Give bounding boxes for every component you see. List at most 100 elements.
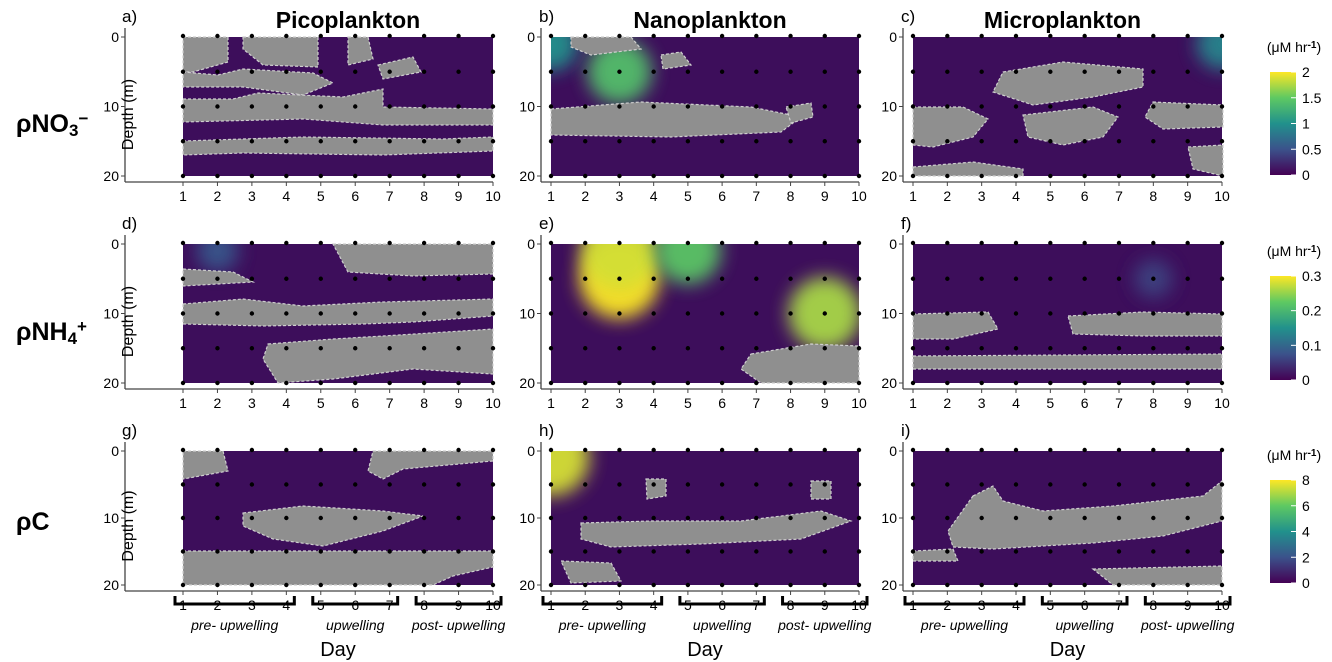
sample-dot bbox=[1048, 447, 1053, 453]
sample-dot bbox=[548, 582, 554, 588]
sample-dot bbox=[180, 380, 186, 386]
sample-dot bbox=[754, 311, 759, 316]
sample-dot bbox=[1082, 276, 1087, 281]
sample-dot bbox=[456, 582, 461, 588]
sample-dot bbox=[651, 380, 656, 386]
sample-dot bbox=[583, 173, 588, 179]
sample-dot bbox=[284, 549, 289, 554]
sample-dot bbox=[617, 582, 622, 588]
sample-dot bbox=[353, 582, 358, 588]
sample-dots bbox=[180, 240, 496, 386]
sample-dot bbox=[685, 582, 691, 588]
panel-letter-c): c) bbox=[901, 7, 915, 26]
sample-dot bbox=[180, 346, 186, 351]
panel-letter-i): i) bbox=[901, 421, 910, 440]
sample-dot bbox=[215, 447, 220, 453]
y-tick-label: 10 bbox=[103, 510, 119, 526]
sample-dot bbox=[1151, 69, 1156, 74]
colorbar-unit: (μM hr-1) bbox=[1267, 243, 1321, 259]
sample-dot bbox=[421, 276, 427, 281]
colorbar-tick-label: 0 bbox=[1302, 167, 1310, 183]
y-tick-label: 10 bbox=[519, 99, 535, 115]
sample-dot bbox=[490, 173, 496, 179]
masked-region-6 bbox=[182, 88, 494, 126]
sample-dot bbox=[318, 346, 323, 351]
sample-dot bbox=[1185, 311, 1190, 316]
phase-bracket-post: post- upwelling bbox=[411, 596, 505, 633]
sample-dot bbox=[822, 549, 827, 554]
sample-dot bbox=[1185, 240, 1190, 246]
sample-dot bbox=[387, 549, 392, 554]
sample-dot bbox=[490, 447, 496, 453]
sample-dot bbox=[583, 447, 588, 453]
sample-dot bbox=[945, 139, 950, 144]
y-tick-label: 0 bbox=[889, 443, 897, 459]
sample-dot bbox=[1219, 380, 1225, 386]
masked-region-1 bbox=[645, 478, 667, 500]
sample-dot bbox=[249, 173, 255, 179]
sample-dot bbox=[719, 515, 725, 521]
sample-dot bbox=[945, 276, 950, 281]
sample-dot bbox=[856, 346, 862, 351]
masked-region-1 bbox=[331, 243, 494, 277]
sample-dot bbox=[583, 69, 588, 74]
phase-label-up: upwelling bbox=[326, 617, 385, 633]
x-tick-label: 10 bbox=[1214, 188, 1230, 204]
sample-dot bbox=[490, 482, 496, 487]
sample-dot bbox=[284, 582, 289, 588]
x-tick-label: 1 bbox=[547, 188, 555, 204]
hotspot-4 bbox=[654, 244, 721, 285]
sample-dot bbox=[456, 173, 461, 179]
colorbar-2: (μM hr-1) 0.3 0.2 0.1 0 bbox=[1267, 243, 1322, 388]
y-axis-title: Depth (m) bbox=[120, 79, 137, 150]
masked-region-2 bbox=[242, 36, 319, 68]
sample-dot bbox=[651, 311, 656, 316]
sample-dot bbox=[1048, 240, 1053, 246]
sample-dot bbox=[685, 447, 691, 453]
sample-dot bbox=[979, 173, 984, 179]
sample-dot bbox=[856, 447, 862, 453]
sample-dot bbox=[548, 515, 554, 521]
sample-dot bbox=[651, 69, 656, 74]
sample-dot bbox=[284, 69, 289, 74]
sample-dot bbox=[583, 311, 588, 316]
sample-dot bbox=[617, 276, 622, 281]
sample-dot bbox=[979, 69, 984, 74]
sample-dot bbox=[788, 482, 793, 487]
sample-dot bbox=[421, 69, 427, 74]
sample-dot bbox=[353, 311, 358, 316]
sample-dot bbox=[1048, 139, 1053, 144]
sample-dot bbox=[1185, 515, 1190, 521]
sample-dot bbox=[945, 582, 950, 588]
sample-dot bbox=[788, 104, 793, 109]
x-tick-label: 6 bbox=[351, 395, 359, 411]
x-tick-label: 9 bbox=[1184, 395, 1192, 411]
sample-dot bbox=[910, 380, 916, 386]
y-tick-label: 10 bbox=[881, 306, 897, 322]
sample-dot bbox=[215, 346, 220, 351]
colorbar-tick-label: 2 bbox=[1302, 64, 1310, 80]
sample-dot bbox=[1048, 346, 1053, 351]
sample-dot bbox=[856, 380, 862, 386]
sample-dot bbox=[1151, 582, 1156, 588]
sample-dot bbox=[180, 33, 186, 39]
sample-dot bbox=[1151, 173, 1156, 179]
panel-c: c)0 10 20 1 2 3 4 5 6 7 8 9 10 bbox=[881, 7, 1230, 204]
sample-dot bbox=[1185, 104, 1190, 109]
sample-dot bbox=[617, 447, 622, 453]
x-tick-label: 10 bbox=[851, 188, 867, 204]
sample-dot bbox=[215, 515, 220, 521]
x-tick-label: 1 bbox=[547, 395, 555, 411]
sample-dot bbox=[1116, 380, 1122, 386]
y-tick-label: 20 bbox=[881, 577, 897, 593]
sample-dot bbox=[1185, 482, 1190, 487]
sample-dot bbox=[353, 240, 358, 246]
sample-dot bbox=[249, 33, 255, 39]
sample-dot bbox=[318, 276, 323, 281]
sample-dot bbox=[1151, 549, 1156, 554]
sample-dot bbox=[180, 104, 186, 109]
sample-dot bbox=[284, 311, 289, 316]
sample-dot bbox=[788, 346, 793, 351]
sample-dot bbox=[318, 515, 323, 521]
